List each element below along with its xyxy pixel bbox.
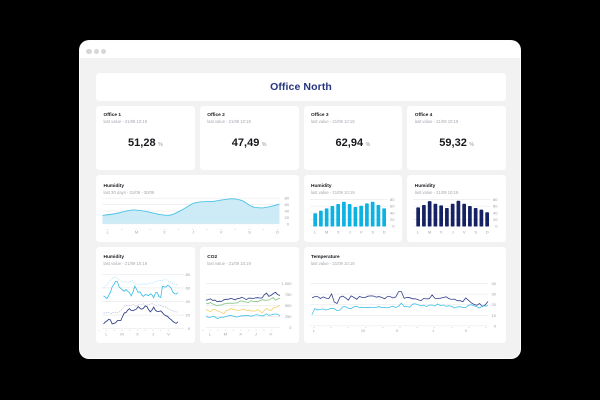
svg-text:J: J (255, 331, 257, 336)
svg-text:M: M (223, 331, 226, 336)
svg-text:10: 10 (491, 312, 496, 317)
svg-text:J: J (348, 230, 350, 235)
svg-text:80: 80 (285, 196, 290, 201)
svg-text:D: D (382, 230, 385, 235)
svg-text:V: V (463, 230, 466, 235)
svg-text:X: X (136, 331, 139, 336)
svg-text:V: V (359, 230, 362, 235)
svg-text:J: J (192, 230, 194, 235)
svg-text:80: 80 (493, 197, 498, 202)
svg-text:20: 20 (186, 312, 191, 317)
svg-text:V: V (220, 230, 223, 235)
svg-text:X: X (239, 331, 242, 336)
svg-text:60: 60 (493, 204, 498, 209)
svg-text:0: 0 (392, 224, 395, 229)
svg-text:X: X (163, 230, 166, 235)
svg-text:20: 20 (390, 217, 395, 222)
svg-text:40: 40 (390, 210, 395, 215)
svg-text:60: 60 (186, 285, 191, 290)
svg-text:80: 80 (390, 197, 395, 202)
svg-text:M: M (120, 331, 123, 336)
svg-text:J: J (432, 328, 434, 333)
svg-text:60: 60 (285, 202, 290, 207)
svg-text:L: L (312, 328, 315, 333)
svg-text:20: 20 (491, 302, 496, 307)
svg-text:L: L (209, 331, 212, 336)
svg-text:S: S (248, 230, 251, 235)
svg-text:0: 0 (496, 224, 499, 229)
svg-text:L: L (314, 230, 317, 235)
svg-text:M: M (428, 230, 431, 235)
svg-text:40: 40 (491, 281, 496, 286)
svg-text:V: V (269, 331, 272, 336)
svg-text:20: 20 (285, 215, 290, 220)
svg-text:40: 40 (285, 209, 290, 214)
svg-text:L: L (417, 230, 420, 235)
svg-text:40: 40 (186, 299, 191, 304)
svg-text:D: D (276, 230, 279, 235)
svg-text:S: S (475, 230, 478, 235)
svg-text:L: L (107, 230, 110, 235)
svg-text:0: 0 (493, 323, 496, 328)
svg-text:0: 0 (188, 326, 191, 331)
svg-text:M: M (361, 328, 364, 333)
svg-text:0: 0 (287, 221, 290, 226)
svg-text:V: V (167, 331, 170, 336)
svg-text:80: 80 (186, 271, 191, 276)
svg-text:1.000: 1.000 (281, 281, 292, 286)
svg-text:L: L (105, 331, 108, 336)
svg-text:250: 250 (285, 314, 292, 319)
svg-text:40: 40 (493, 210, 498, 215)
svg-text:60: 60 (390, 204, 395, 209)
svg-text:V: V (464, 328, 467, 333)
svg-text:M: M (135, 230, 138, 235)
svg-text:D: D (486, 230, 489, 235)
svg-text:20: 20 (493, 217, 498, 222)
svg-text:M: M (324, 230, 327, 235)
svg-text:S: S (371, 230, 374, 235)
svg-text:30: 30 (491, 291, 496, 296)
svg-text:X: X (395, 328, 398, 333)
svg-text:J: J (452, 230, 454, 235)
svg-text:0: 0 (289, 324, 292, 329)
svg-text:X: X (440, 230, 443, 235)
svg-text:500: 500 (285, 303, 292, 308)
svg-text:750: 750 (285, 292, 292, 297)
svg-text:X: X (336, 230, 339, 235)
svg-text:J: J (152, 331, 154, 336)
